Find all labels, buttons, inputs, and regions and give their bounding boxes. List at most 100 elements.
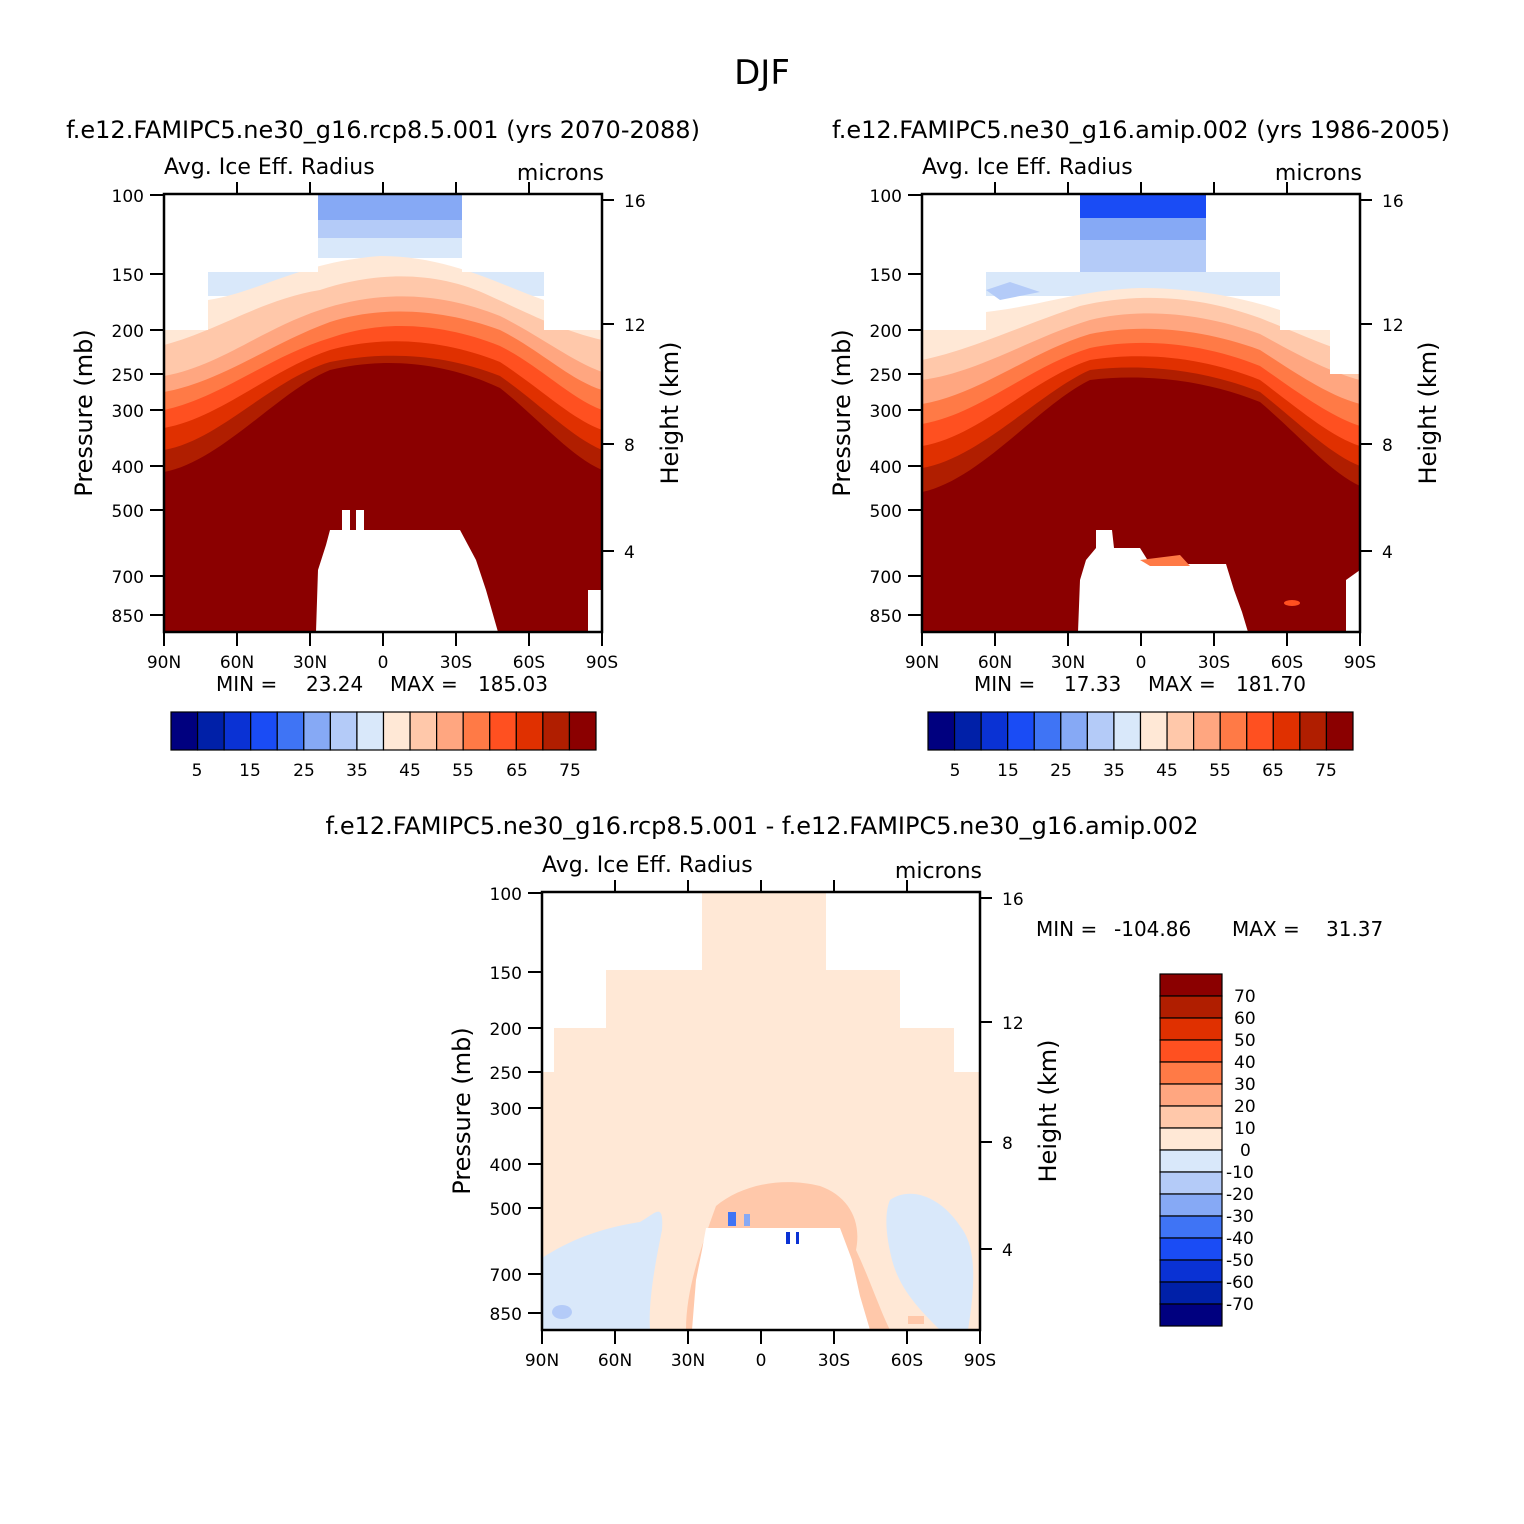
mask	[544, 270, 602, 330]
y2-tick-label: 12	[1002, 1014, 1024, 1034]
mask	[588, 590, 602, 632]
mask	[316, 530, 498, 632]
y2-axis: 16 12 8 4 Height (km)	[980, 890, 1062, 1261]
colorbar-label: -70	[1226, 1295, 1254, 1315]
mask	[922, 194, 1080, 272]
colorbar-label: 45	[1156, 761, 1178, 781]
field-bands	[542, 892, 980, 1330]
y-tick-label: 700	[870, 568, 902, 588]
colorbar-label: 55	[452, 761, 474, 781]
x-tick-label: 90S	[1344, 653, 1376, 673]
min-max: MIN = -104.86 MAX = 31.37	[1036, 917, 1383, 941]
variable-label: Avg. Ice Eff. Radius	[542, 853, 753, 878]
x-tick-label: 90N	[525, 1351, 559, 1371]
colorbar-swatch	[568, 711, 597, 751]
band	[886, 1193, 974, 1330]
colorbar-swatch	[1159, 1281, 1223, 1305]
panel-title: f.e12.FAMIPC5.ne30_g16.rcp8.5.001 - f.e1…	[326, 812, 1199, 840]
band	[318, 194, 462, 224]
band	[786, 1232, 790, 1244]
y2-tick-label: 8	[1382, 436, 1393, 456]
y-axis-label: Pressure (mb)	[448, 1027, 476, 1194]
panel-title: f.e12.FAMIPC5.ne30_g16.rcp8.5.001 (yrs 2…	[66, 116, 700, 144]
colorbar-swatch	[1060, 711, 1088, 751]
colorbar-swatch	[1159, 995, 1223, 1019]
y-tick-label: 200	[490, 1020, 522, 1040]
colorbar-swatch	[1325, 711, 1354, 751]
x-ticks	[921, 182, 1361, 646]
x-tick-label: 30S	[818, 1351, 850, 1371]
y-tick-label: 100	[112, 187, 144, 207]
colorbar-swatch	[1159, 1171, 1223, 1195]
colorbar-swatch	[542, 711, 571, 751]
colorbar-swatch	[329, 711, 358, 751]
x-ticks	[541, 880, 981, 1344]
colorbar-label: 70	[1234, 987, 1256, 1007]
band	[1284, 600, 1300, 606]
max-label: MAX =	[390, 672, 458, 696]
colorbar-label: 30	[1234, 1075, 1256, 1095]
max-value: 31.37	[1326, 917, 1383, 941]
band	[1140, 555, 1190, 566]
min-max: MIN = 23.24 MAX = 185.03	[216, 672, 548, 696]
colorbar-swatch	[953, 711, 982, 751]
colorbar-swatch	[1113, 711, 1142, 751]
x-tick-label: 90N	[905, 653, 939, 673]
colorbar-label: 75	[1315, 761, 1337, 781]
colorbar	[170, 711, 597, 751]
panel-rcp85: f.e12.FAMIPC5.ne30_g16.rcp8.5.001 (yrs 2…	[66, 116, 700, 781]
y2-axis-label: Height (km)	[656, 342, 684, 485]
colorbar-swatch	[1159, 1193, 1223, 1217]
colorbar-label: 5	[950, 761, 961, 781]
y-tick-label: 300	[112, 402, 144, 422]
y-tick-label: 700	[490, 1266, 522, 1286]
colorbar-label: 35	[1103, 761, 1125, 781]
min-label: MIN =	[216, 672, 277, 696]
colorbar-swatch	[409, 711, 438, 751]
panel-difference: f.e12.FAMIPC5.ne30_g16.rcp8.5.001 - f.e1…	[326, 812, 1384, 1371]
colorbar-label: 55	[1209, 761, 1231, 781]
band	[318, 238, 462, 258]
y2-tick-label: 4	[1002, 1241, 1013, 1261]
colorbar-label: 5	[192, 761, 203, 781]
x-axis: 90N 60N 30N 0 30S 60S 90S	[147, 182, 618, 673]
colorbar-swatch	[1166, 711, 1195, 751]
y-tick-label: 100	[870, 187, 902, 207]
y-tick-label: 500	[870, 502, 902, 522]
colorbar-swatch	[1159, 1039, 1223, 1063]
colorbar-swatch	[462, 711, 491, 751]
colorbar-swatch	[356, 711, 385, 751]
min-label: MIN =	[1036, 917, 1097, 941]
colorbar-swatch	[1159, 973, 1223, 997]
y-tick-label: 850	[870, 607, 902, 627]
panel-amip: f.e12.FAMIPC5.ne30_g16.amip.002 (yrs 198…	[828, 116, 1450, 781]
band	[552, 1305, 572, 1319]
colorbar-swatch	[1159, 1061, 1223, 1085]
y2-ticks	[602, 199, 614, 552]
colorbar-label: -50	[1226, 1251, 1254, 1271]
x-tick-label: 90S	[964, 1351, 996, 1371]
colorbar	[1159, 973, 1223, 1327]
y-tick-label: 150	[870, 266, 902, 286]
mask	[356, 510, 364, 532]
band	[1080, 240, 1206, 274]
y2-ticks	[980, 897, 992, 1250]
min-value: 23.24	[306, 672, 363, 696]
mask	[692, 1228, 870, 1330]
y-tick-label: 400	[870, 458, 902, 478]
y-axis: 100 150 200 250 300 400 500 700 850 Pres…	[70, 187, 164, 627]
band	[908, 1316, 924, 1324]
band	[796, 1232, 799, 1244]
mask	[1346, 570, 1360, 632]
x-axis: 90N 60N 30N 0 30S 60S 90S	[525, 880, 996, 1371]
colorbar-swatch	[1193, 711, 1221, 751]
x-tick-label: 0	[378, 653, 389, 673]
y-tick-label: 300	[490, 1100, 522, 1120]
y2-axis: 16 12 8 4 Height (km)	[1360, 192, 1442, 563]
mask	[900, 968, 980, 1028]
x-tick-label: 60S	[1271, 653, 1303, 673]
mask	[954, 1026, 980, 1072]
colorbar-swatch	[1159, 1127, 1223, 1151]
y-ticks	[528, 892, 542, 1314]
x-tick-label: 30N	[293, 653, 327, 673]
